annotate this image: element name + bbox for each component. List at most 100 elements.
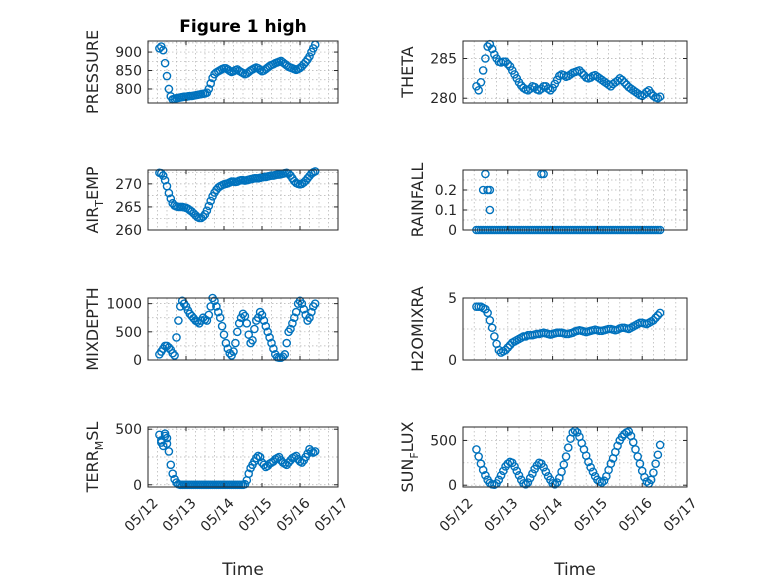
y-tick-label: 260: [115, 223, 142, 239]
series-h2omixra: [472, 302, 665, 357]
data-point: [655, 92, 665, 101]
y-axis-label-h2omixra: H2OMIXRA: [408, 286, 427, 372]
y-axis-label-main: TERR: [83, 450, 102, 493]
data-point: [525, 473, 535, 483]
data-point: [248, 335, 257, 345]
data-point: [164, 447, 174, 456]
y-axis-label-subscript: M: [93, 441, 106, 451]
data-point: [244, 469, 253, 478]
y-axis-label-subscript: T: [93, 200, 106, 208]
subplot-air_temp: 260 265 270 AIRTEMP: [83, 166, 339, 239]
data-point: [168, 469, 177, 478]
y-tick-label: 850: [115, 64, 142, 80]
data-point: [481, 54, 490, 63]
axes-box-sun_flux: [462, 426, 688, 488]
y-axis-label-rest: LUX: [398, 421, 417, 452]
data-point: [550, 480, 560, 489]
data-point: [212, 302, 221, 311]
data-point: [552, 478, 562, 487]
y-axis-label-main: MIXDEPTH: [83, 287, 102, 370]
y-tick-label: 500: [115, 422, 142, 438]
data-point: [510, 462, 519, 471]
data-point: [282, 338, 292, 348]
data-point: [528, 469, 537, 478]
data-point: [219, 330, 229, 339]
y-tick-label: 5: [448, 291, 457, 307]
data-point: [624, 427, 634, 436]
axes-box-pressure: [147, 40, 339, 104]
data-point: [563, 443, 573, 452]
axes-box-terr_msl: [147, 426, 339, 488]
axes-box-air_temp: [147, 169, 339, 231]
data-point: [501, 462, 510, 471]
data-point: [193, 317, 202, 326]
series-terr_msl: [155, 429, 320, 490]
data-point: [572, 428, 582, 437]
data-point: [619, 78, 629, 87]
data-point: [172, 333, 181, 342]
data-point: [653, 93, 663, 103]
data-point: [305, 313, 314, 323]
data-point: [597, 478, 607, 487]
y-tick-label: 500: [430, 433, 457, 449]
data-point: [642, 87, 651, 97]
data-point: [231, 338, 240, 348]
data-point: [514, 471, 524, 480]
y-tick-label: 1000: [106, 297, 142, 313]
data-point: [649, 316, 658, 325]
y-tick-label: 500: [115, 325, 142, 341]
data-point: [291, 307, 301, 317]
data-point: [204, 84, 214, 94]
data-point: [483, 308, 492, 318]
y-axis-label-main: THETA: [398, 46, 417, 98]
data-point: [263, 327, 273, 337]
data-point: [160, 429, 170, 438]
data-point: [539, 462, 548, 472]
data-point: [174, 316, 183, 325]
data-point: [568, 428, 578, 437]
data-point: [286, 324, 295, 334]
data-point: [586, 462, 595, 472]
series-air_temp: [155, 167, 320, 223]
data-point: [485, 316, 495, 325]
data-point: [265, 333, 274, 342]
data-point: [512, 466, 522, 476]
y-tick-label: 900: [115, 45, 142, 61]
data-point: [251, 453, 261, 463]
data-point: [584, 457, 593, 467]
y-tick-label: 265: [115, 200, 142, 216]
y-tick-label: 800: [115, 82, 142, 98]
x-axis-label-sun_flux: Time: [553, 560, 596, 580]
data-point: [561, 452, 571, 461]
y-axis-label-rest: SL: [83, 422, 102, 441]
data-point: [232, 327, 242, 337]
y-tick-label: 270: [115, 177, 142, 193]
y-axis-label-air_temp: AIRTEMP: [83, 166, 106, 233]
data-point: [310, 447, 320, 456]
data-point: [259, 460, 269, 470]
data-point: [156, 438, 166, 447]
y-axis-label-pressure: PRESSURE: [83, 30, 102, 114]
data-point: [653, 450, 663, 460]
y-axis-label-main: H2OMIXRA: [408, 286, 427, 372]
data-point: [501, 57, 510, 66]
data-point: [289, 313, 299, 323]
y-tick-label: 0.1: [435, 203, 457, 219]
data-point: [181, 302, 191, 311]
data-point: [485, 205, 495, 215]
data-point: [288, 319, 297, 328]
data-point: [250, 324, 259, 334]
y-axis-label-main: SUN: [398, 459, 417, 493]
y-axis-label-rainfall: RAINFALL: [408, 163, 427, 238]
data-point: [575, 66, 584, 75]
data-point: [494, 475, 504, 485]
data-point: [202, 206, 212, 215]
data-point: [543, 84, 553, 93]
data-point: [487, 323, 497, 333]
data-point: [255, 65, 265, 75]
data-point: [501, 345, 510, 355]
y-tick-label: 0: [133, 353, 142, 369]
subplot-theta: 280 285 THETA: [398, 39, 688, 107]
data-point: [613, 441, 622, 451]
